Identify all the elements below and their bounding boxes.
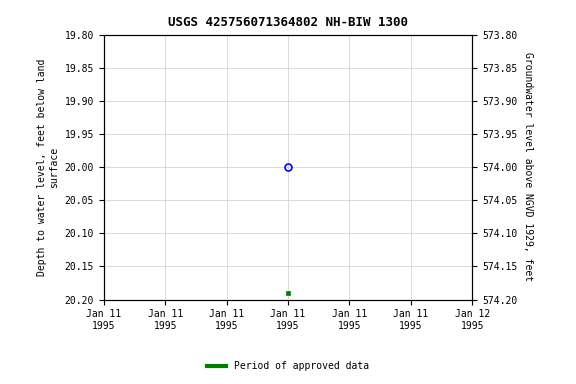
Y-axis label: Groundwater level above NGVD 1929, feet: Groundwater level above NGVD 1929, feet (523, 53, 533, 281)
Legend: Period of approved data: Period of approved data (203, 358, 373, 375)
Title: USGS 425756071364802 NH-BIW 1300: USGS 425756071364802 NH-BIW 1300 (168, 16, 408, 29)
Y-axis label: Depth to water level, feet below land
surface: Depth to water level, feet below land su… (37, 58, 59, 276)
